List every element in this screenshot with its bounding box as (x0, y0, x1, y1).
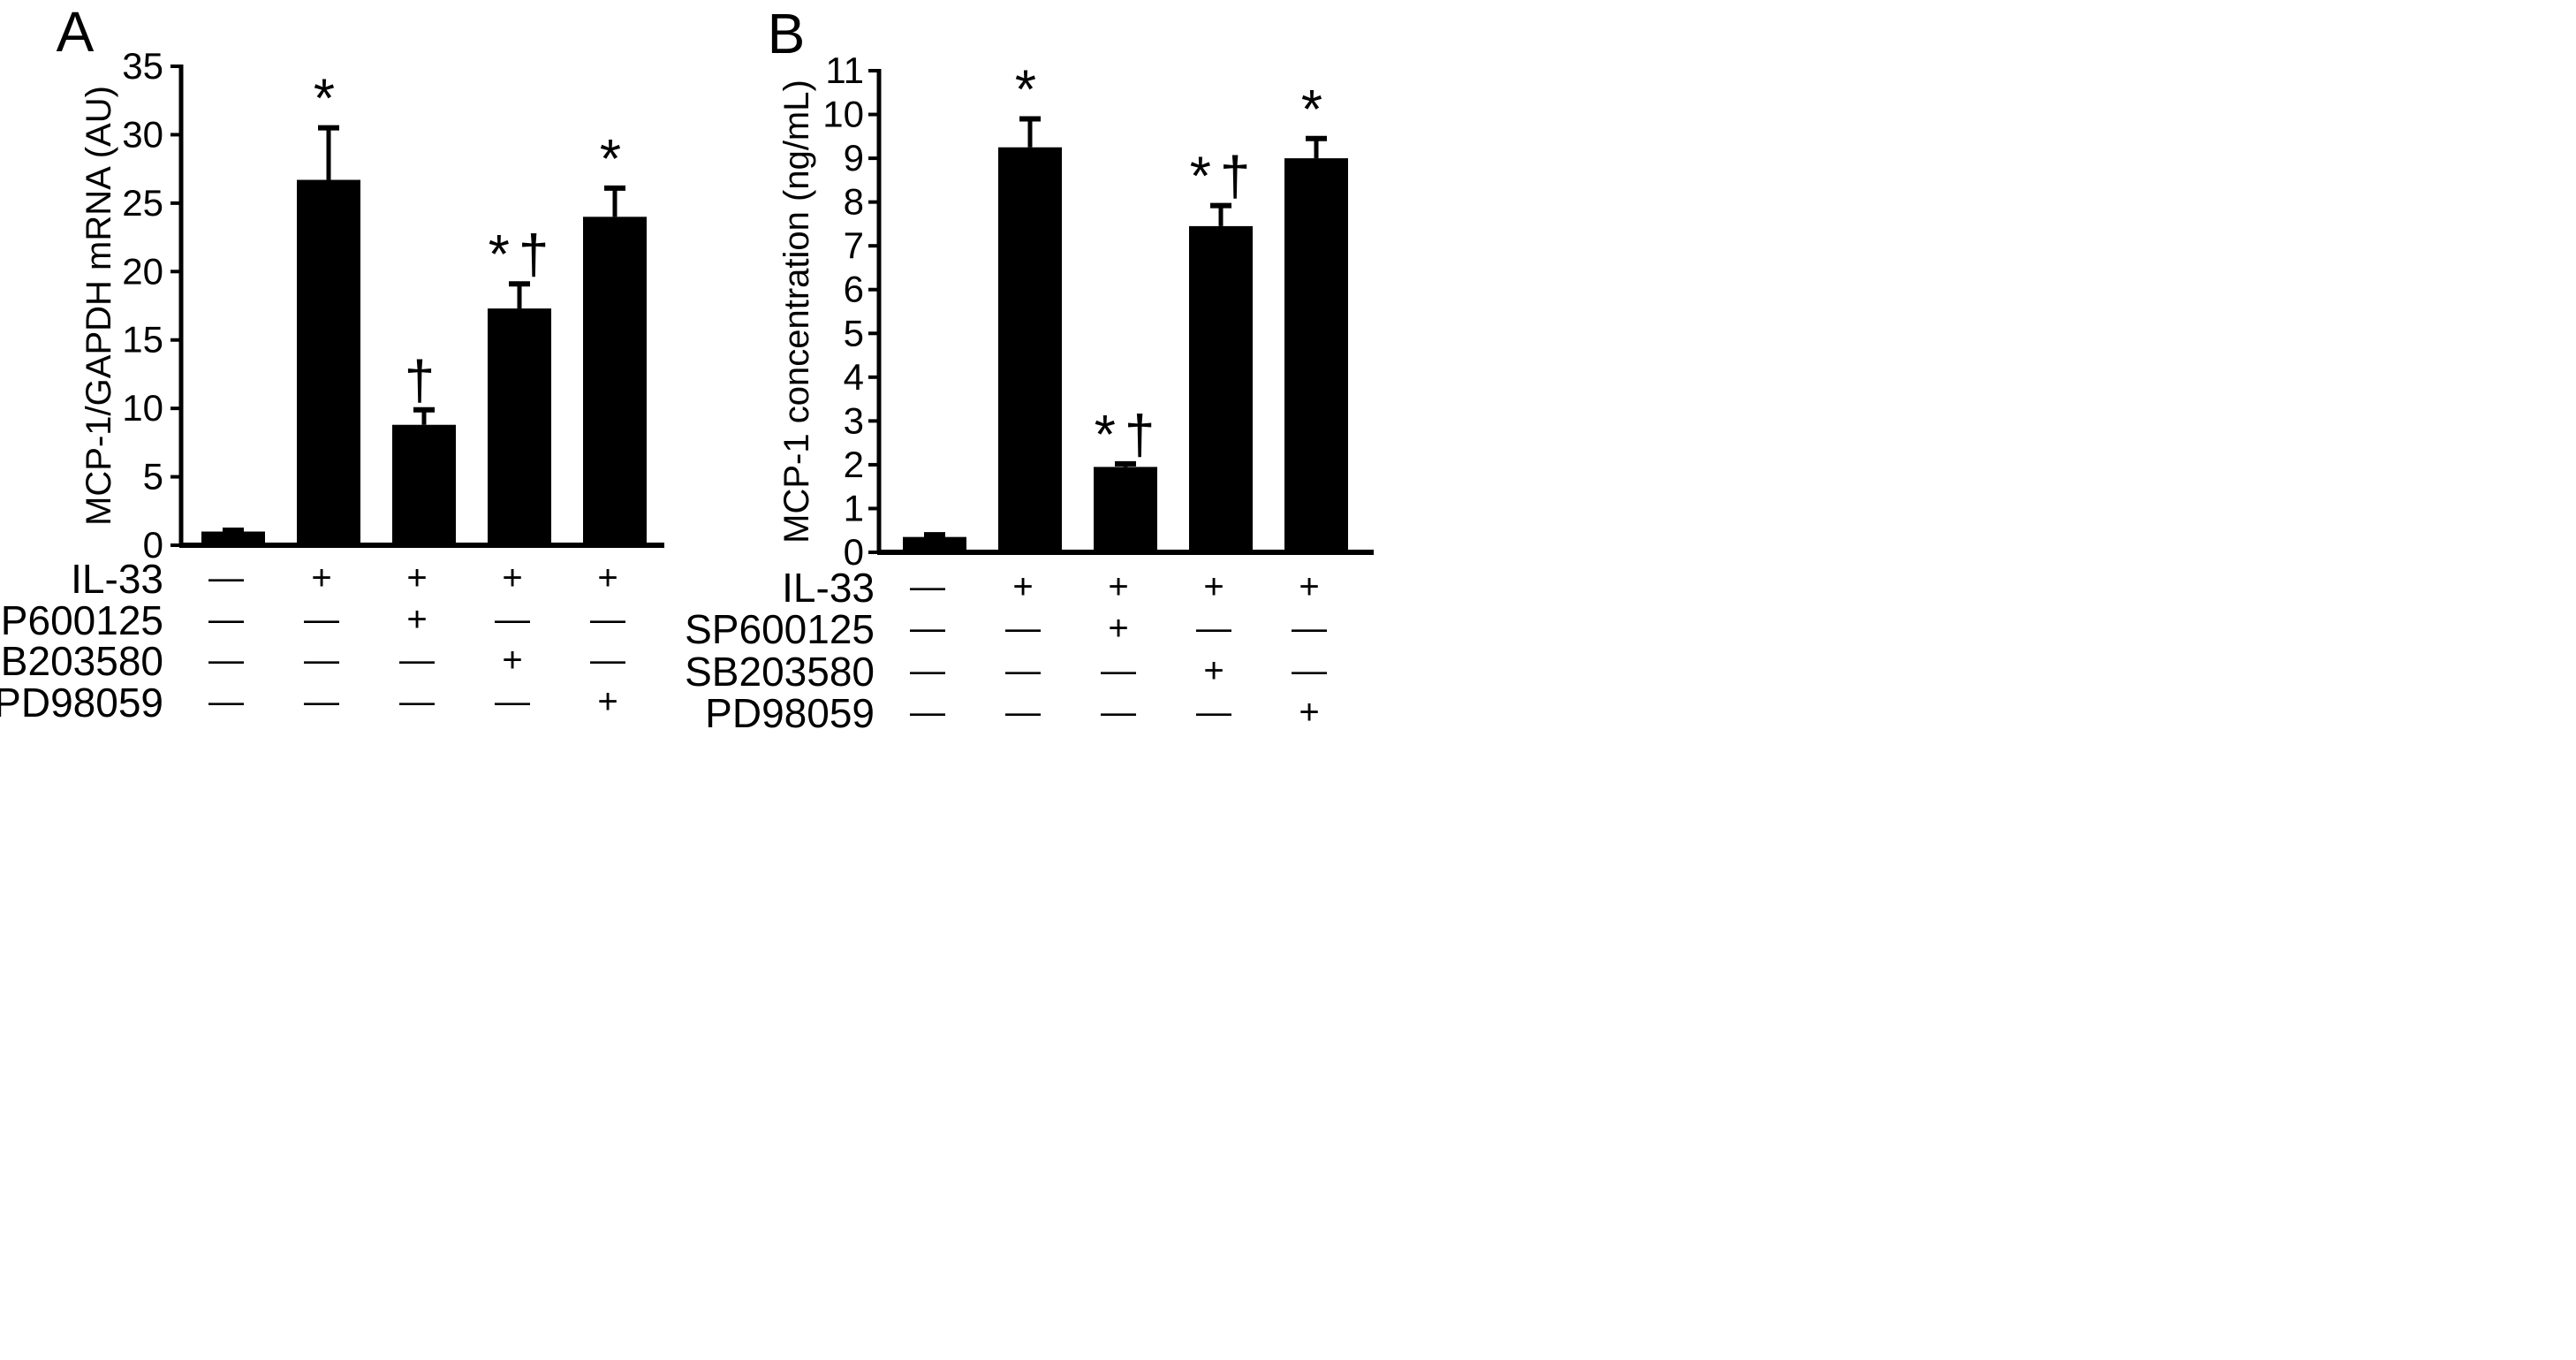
treatment-sign: — (399, 682, 435, 721)
treatment-sign: + (406, 558, 427, 597)
y-tick-label: 6 (844, 269, 864, 310)
treatment-sign: — (590, 641, 625, 680)
treatment-sign: — (208, 682, 244, 721)
treatment-sign: + (1012, 567, 1033, 606)
treatment-label: SB203580 (0, 638, 163, 684)
treatment-sign: — (590, 600, 625, 639)
treatment-sign: + (502, 641, 522, 680)
treatment-sign: — (495, 600, 530, 639)
bar (297, 179, 360, 545)
bar (903, 536, 966, 552)
treatment-label: SP600125 (685, 606, 875, 652)
bar (201, 531, 265, 545)
y-tick-label: 7 (844, 224, 864, 266)
treatment-sign: — (1005, 693, 1041, 732)
significance-mark: * (600, 129, 630, 190)
y-tick-label: 10 (822, 94, 864, 135)
significance-mark: † (405, 351, 443, 412)
treatment-sign: — (1292, 609, 1327, 648)
treatment-label: PD98059 (0, 680, 163, 726)
treatment-sign: — (208, 641, 244, 680)
panel-label: B (768, 2, 806, 65)
treatment-sign: — (910, 651, 945, 690)
treatment-sign: + (1203, 567, 1224, 606)
y-tick-label: 35 (122, 45, 163, 87)
treatment-sign: — (1292, 651, 1327, 690)
y-tick-label: 9 (844, 137, 864, 179)
treatment-sign: — (1005, 609, 1041, 648)
y-tick-label: 30 (122, 113, 163, 155)
y-tick-label: 2 (844, 444, 864, 485)
bar (1094, 467, 1157, 552)
bar (1189, 225, 1253, 553)
y-tick-label: 5 (844, 312, 864, 353)
treatment-sign: — (304, 641, 339, 680)
y-tick-label: 8 (844, 181, 864, 223)
treatment-sign: + (1108, 609, 1128, 648)
treatment-label: IL-33 (782, 565, 875, 611)
y-axis-label: MCP-1 concentration (ng/mL) (777, 80, 816, 543)
treatment-sign: + (1203, 651, 1224, 690)
treatment-sign: — (495, 682, 530, 721)
treatment-sign: + (597, 558, 617, 597)
treatment-sign: + (406, 600, 427, 639)
treatment-sign: — (304, 682, 339, 721)
significance-mark: * (1015, 60, 1045, 121)
y-tick-label: 5 (143, 456, 163, 498)
treatment-sign: — (1196, 693, 1231, 732)
treatment-sign: — (910, 609, 945, 648)
treatment-label: IL-33 (71, 556, 163, 602)
y-tick-label: 20 (122, 250, 163, 292)
significance-mark: *† (1190, 147, 1260, 208)
treatment-sign: + (1108, 567, 1128, 606)
treatment-sign: + (502, 558, 522, 597)
y-tick-label: 11 (825, 49, 864, 91)
significance-mark: *† (489, 224, 558, 285)
bar (488, 308, 551, 545)
treatment-label: PD98059 (705, 690, 875, 736)
y-tick-label: 0 (143, 524, 163, 566)
y-tick-label: 10 (122, 387, 163, 429)
panel-label: A (57, 0, 95, 64)
treatment-sign: — (1005, 651, 1041, 690)
bar (998, 147, 1062, 553)
bar (583, 217, 647, 546)
y-axis-label: MCP-1/GAPDH mRNA (AU) (80, 86, 118, 526)
treatment-sign: — (910, 693, 945, 732)
significance-mark: *† (1095, 405, 1164, 466)
significance-mark: * (314, 69, 344, 130)
treatment-sign: — (399, 641, 435, 680)
treatment-label: SB203580 (685, 649, 875, 695)
treatment-sign: — (208, 600, 244, 639)
treatment-sign: — (1196, 609, 1231, 648)
bar (392, 424, 456, 545)
treatment-sign: — (208, 558, 244, 597)
y-tick-label: 0 (844, 531, 864, 573)
treatment-label: SP600125 (0, 597, 163, 643)
treatment-sign: — (910, 567, 945, 606)
y-tick-label: 1 (844, 487, 864, 528)
significance-mark: * (1301, 80, 1331, 141)
y-tick-label: 15 (122, 319, 163, 361)
bar (1284, 158, 1348, 552)
y-tick-label: 25 (122, 182, 163, 224)
treatment-sign: — (304, 600, 339, 639)
treatment-sign: — (1101, 693, 1136, 732)
treatment-sign: — (1101, 651, 1136, 690)
y-tick-label: 3 (844, 399, 864, 441)
y-tick-label: 4 (844, 356, 864, 398)
treatment-sign: + (597, 682, 617, 721)
treatment-sign: + (1299, 693, 1319, 732)
treatment-sign: + (1299, 567, 1319, 606)
treatment-sign: + (311, 558, 331, 597)
